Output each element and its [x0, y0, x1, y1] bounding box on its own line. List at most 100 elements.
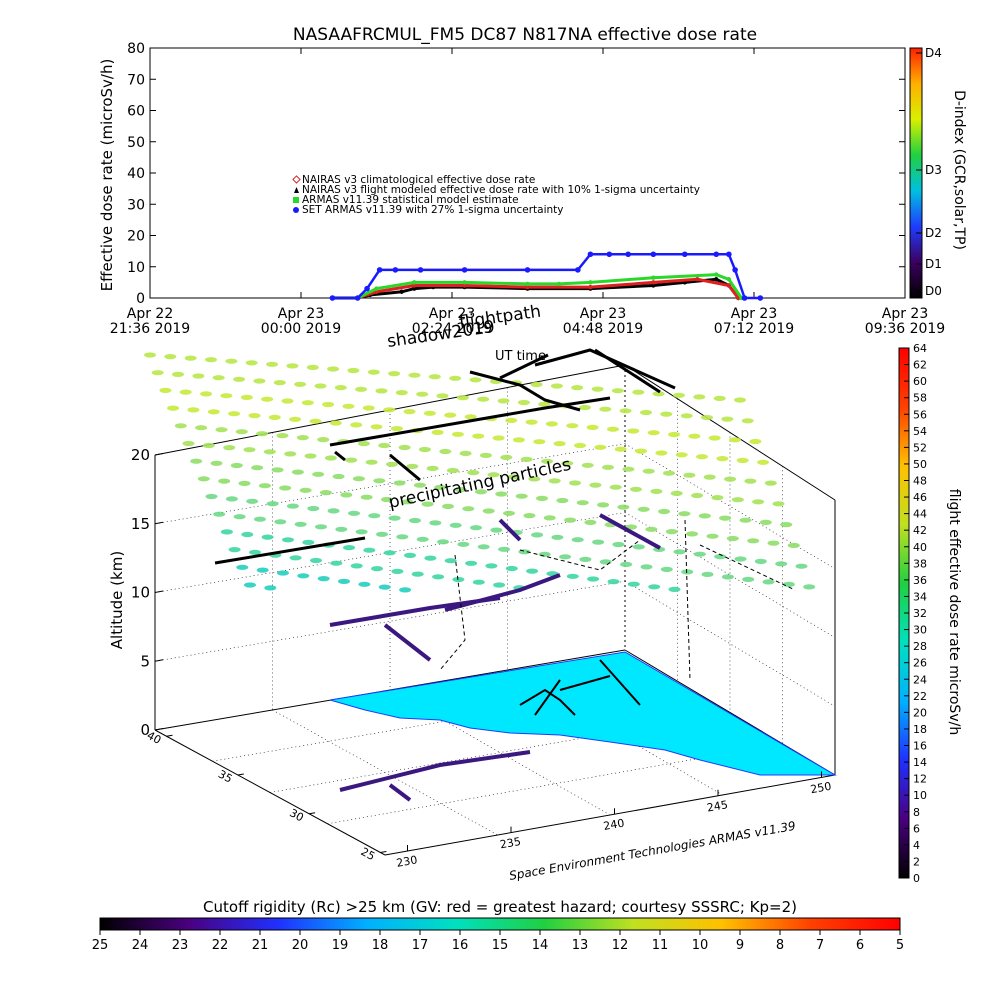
dose-cell [266, 501, 279, 507]
x-tick-label-date: Apr 23 [731, 306, 777, 322]
dose-cell [467, 470, 480, 476]
flight-track [469, 370, 581, 412]
dose-cell [357, 441, 370, 447]
dose-cell [289, 416, 302, 422]
dose-tick-label: 60 [913, 375, 927, 388]
dose-cell [240, 394, 253, 400]
dose-cell [472, 433, 485, 439]
dose-cell [426, 465, 439, 471]
dose-cell [251, 465, 264, 471]
dose-cell [338, 578, 350, 585]
dose-cell [266, 361, 279, 367]
cutoff-tick-label: 11 [652, 938, 669, 953]
dose-cell [620, 561, 633, 568]
projection-track [439, 554, 466, 671]
cutoff-tick-label: 10 [692, 938, 709, 953]
data-point [524, 267, 531, 273]
dose-tick-label: 38 [913, 557, 927, 570]
dose-cell [253, 516, 266, 522]
dose-tick-label: 44 [913, 508, 927, 521]
dose-cell [589, 482, 602, 488]
dose-cell [586, 424, 599, 430]
dose-cell [202, 442, 215, 449]
altitude-tick-label: 20 [131, 446, 150, 464]
x-tick-label-date: Apr 23 [580, 306, 626, 322]
dose-cell [301, 400, 314, 406]
dose-cell [200, 391, 213, 397]
dose-cell [680, 413, 693, 419]
dose-cell [553, 441, 566, 447]
dose-cell [469, 377, 482, 383]
dose-cell [487, 472, 500, 478]
flight-track [499, 353, 549, 380]
shadow-track [444, 573, 561, 612]
dose-cell [571, 385, 584, 391]
dose-cell [390, 426, 403, 432]
dose-cell [423, 410, 436, 416]
dose-tick-label: 32 [913, 607, 927, 620]
dose-cell [693, 551, 706, 557]
dose-cell [436, 393, 449, 399]
data-point [741, 295, 748, 301]
dose-cell [187, 407, 200, 413]
data-point [412, 286, 417, 291]
dose-cell [759, 519, 772, 526]
dose-cell [421, 501, 434, 507]
dose-cell [416, 391, 429, 397]
dose-cell [299, 487, 312, 493]
dose-cell [564, 517, 577, 523]
x-tick-label-time: 09:36 2019 [865, 321, 945, 337]
dose-cell [395, 390, 408, 396]
dose-cell [493, 582, 506, 588]
dose-cell [538, 551, 551, 557]
data-point [588, 280, 593, 285]
dose-cell [566, 423, 579, 429]
dose-cell [729, 437, 741, 443]
dose-cell [385, 461, 398, 467]
dose-cell [434, 484, 447, 490]
dose-cell [543, 515, 556, 521]
credit-text: Space Environment Technologies ARMAS v11… [508, 819, 797, 883]
latitude-tick-label: 25 [359, 845, 377, 863]
dose-cell [334, 385, 347, 391]
dose-cell [256, 431, 269, 437]
dose-cell [619, 408, 632, 414]
dose-cell [632, 389, 645, 395]
dose-cell [370, 424, 383, 430]
y-tick-label: 70 [127, 72, 145, 88]
data-point [651, 275, 656, 280]
data-point [651, 283, 656, 288]
dose-cell [675, 452, 688, 458]
dose-cell [528, 476, 541, 482]
dose-cell [578, 404, 591, 411]
y-axis-label: Effective dose rate (microSv/h) [98, 59, 116, 292]
dose-cell [708, 435, 721, 441]
dose-cell [462, 506, 475, 512]
shadow-track [339, 750, 531, 792]
x-tick-label-time: 21:36 2019 [110, 321, 190, 337]
x-tick-label-date: Apr 23 [429, 306, 475, 322]
dose-cell [559, 554, 572, 560]
data-point [606, 251, 613, 258]
dose-cell [304, 453, 317, 459]
dose-tick-label: 56 [913, 408, 927, 421]
dose-cell [678, 511, 691, 517]
dose-cell [566, 573, 579, 579]
altitude-label: Altitude (km) [108, 551, 126, 649]
dose-cell [263, 449, 276, 455]
dose-cell [721, 416, 734, 422]
dose-cell [391, 568, 404, 575]
dose-cell [432, 574, 445, 580]
dose-tick-label: 54 [913, 425, 927, 438]
dose-cell [309, 418, 322, 424]
grid-line [624, 580, 836, 707]
d-index-colorbar [909, 47, 923, 299]
dose-cell [383, 407, 396, 413]
dose-cell [330, 560, 343, 566]
dose-cell [411, 571, 424, 577]
data-point [462, 283, 467, 288]
latitude-axis: 40 35 30 25 [145, 729, 387, 863]
cutoff-colorbar [99, 917, 901, 931]
dose-cell [696, 454, 708, 460]
